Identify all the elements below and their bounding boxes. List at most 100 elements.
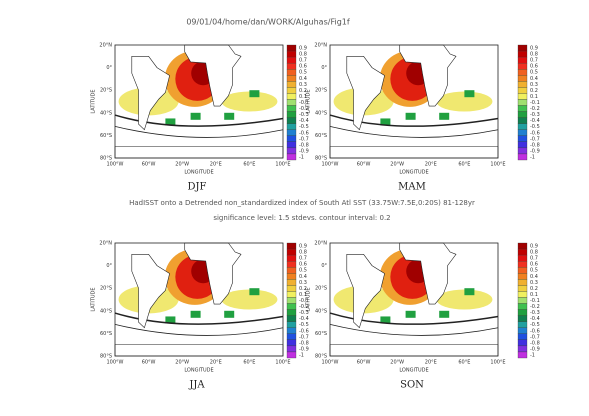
x-tick-label: 60°W — [142, 162, 156, 168]
y-tick-label: 0° — [106, 65, 112, 71]
colorbar-label: -0.5 — [530, 124, 540, 130]
anomaly-area — [439, 112, 450, 120]
x-tick-label: 60°W — [357, 360, 371, 366]
contour-line — [114, 125, 284, 138]
y-tick-label: 20°N — [314, 241, 327, 247]
caption-line: HadISST onto a Detrended non_standardize… — [129, 199, 475, 207]
x-axis-label: LONGITUDE — [184, 368, 213, 374]
colorbar-box — [517, 267, 528, 274]
colorbar-box — [517, 248, 528, 256]
colorbar-label: -0.1 — [530, 100, 540, 106]
colorbar-label: 0.9 — [299, 244, 307, 250]
colorbar-box — [517, 327, 528, 334]
colorbar-box — [286, 129, 297, 136]
colorbar-label: -0.9 — [530, 346, 540, 352]
colorbar-box — [517, 153, 528, 161]
colorbar-label: -0.7 — [299, 334, 309, 340]
colorbar-label: -0.9 — [530, 148, 540, 154]
y-tick-label: 80°S — [315, 156, 327, 162]
colorbar-label: 0.1 — [530, 94, 538, 100]
continent — [184, 242, 242, 305]
colorbar-label: 0.5 — [530, 268, 538, 274]
colorbar-box — [286, 93, 297, 100]
anomaly-area — [464, 288, 475, 296]
colorbar-box — [286, 147, 297, 155]
colorbar-box — [517, 297, 528, 304]
colorbar-label: -0.2 — [299, 304, 309, 310]
y-tick-label: 20°N — [314, 43, 327, 49]
colorbar-box — [286, 44, 297, 52]
x-tick-label: 60°E — [458, 360, 470, 366]
x-axis-label: LONGITUDE — [399, 170, 428, 176]
colorbar-label: 0.5 — [299, 70, 307, 76]
anomaly-area — [436, 91, 493, 112]
x-tick-label: 20°W — [390, 360, 404, 366]
colorbar-label: -0.6 — [299, 328, 309, 334]
colorbar-box — [517, 69, 528, 76]
colorbar-label: 0.1 — [530, 292, 538, 298]
colorbar-box — [517, 333, 528, 340]
anomaly-area — [380, 316, 391, 324]
colorbar-label: -1 — [530, 154, 535, 160]
anomaly-area — [165, 316, 176, 324]
colorbar-label: 0.4 — [299, 274, 307, 280]
colorbar-label: -0.2 — [530, 304, 540, 310]
colorbar-box — [286, 153, 297, 161]
panel-title: JJA — [188, 380, 205, 391]
colorbar-box — [517, 87, 528, 94]
anomaly-area — [405, 310, 416, 318]
colorbar-label: 0.2 — [299, 286, 307, 292]
anomaly-area — [380, 118, 391, 126]
continent — [114, 146, 284, 159]
colorbar-box — [517, 351, 528, 359]
colorbar-box — [286, 111, 297, 118]
colorbar-label: 0.8 — [299, 250, 307, 256]
colorbar-box — [286, 242, 297, 250]
x-tick-label: 100°E — [275, 162, 290, 168]
y-tick-label: 80°S — [100, 354, 112, 360]
y-tick-label: 80°S — [100, 156, 112, 162]
colorbar-label: -0.6 — [299, 130, 309, 136]
x-tick-label: 20°E — [210, 360, 222, 366]
y-tick-label: 0° — [321, 263, 327, 269]
colorbar-label: -0.7 — [530, 136, 540, 142]
colorbar-box — [517, 141, 528, 149]
colorbar-label: -0.3 — [530, 310, 540, 316]
colorbar-label: -0.2 — [299, 106, 309, 112]
x-tick-label: 100°W — [322, 360, 339, 366]
colorbar-label: -0.8 — [299, 142, 309, 148]
colorbar-box — [286, 303, 297, 310]
colorbar-label: 0.2 — [299, 88, 307, 94]
colorbar-label: 0.6 — [299, 262, 307, 268]
colorbar-box — [517, 81, 528, 88]
colorbar-label: 0.1 — [299, 292, 307, 298]
colorbar-box — [517, 105, 528, 112]
contour-line — [329, 114, 499, 127]
x-tick-label: 20°W — [390, 162, 404, 168]
colorbar-box — [517, 309, 528, 316]
colorbar-box — [286, 81, 297, 88]
y-tick-label: 60°S — [315, 331, 327, 337]
continent — [114, 344, 284, 357]
colorbar-box — [286, 87, 297, 94]
colorbar-box — [517, 147, 528, 155]
y-axis-label: LATITUDE — [306, 287, 312, 311]
contour-line — [329, 125, 499, 138]
map-frame — [329, 44, 499, 159]
colorbar-label: -0.3 — [299, 310, 309, 316]
colorbar-label: -0.1 — [299, 100, 309, 106]
panel-title: DJF — [188, 182, 207, 193]
colorbar-label: 0.2 — [530, 286, 538, 292]
x-tick-label: 100°W — [107, 162, 124, 168]
colorbar-label: 0.7 — [299, 58, 307, 64]
colorbar-box — [286, 50, 297, 58]
x-tick-label: 20°W — [175, 162, 189, 168]
y-tick-label: 0° — [106, 263, 112, 269]
colorbar-label: -0.3 — [299, 112, 309, 118]
y-axis-label: LATITUDE — [306, 89, 312, 113]
colorbar-box — [286, 345, 297, 353]
colorbar-box — [517, 242, 528, 250]
